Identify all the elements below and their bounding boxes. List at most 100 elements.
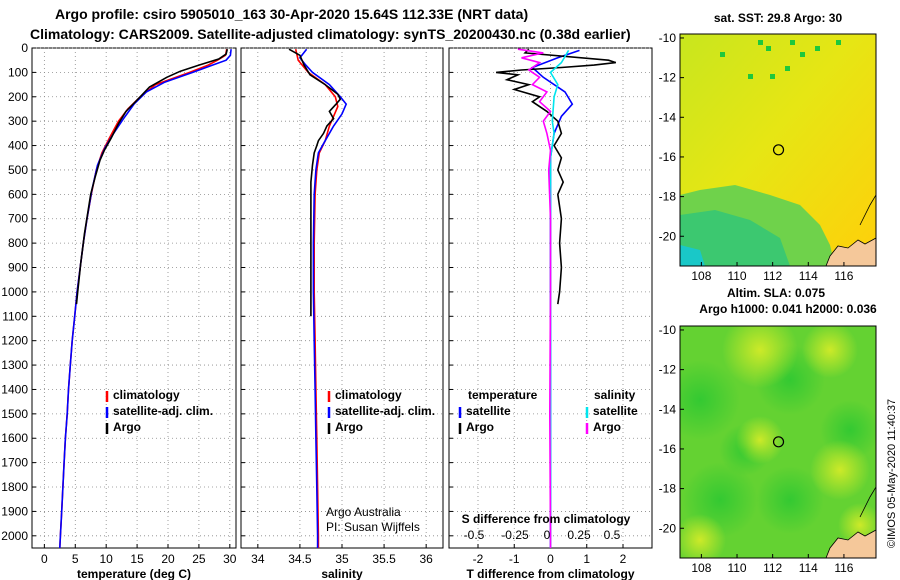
- sla-high-blob: [736, 416, 784, 464]
- diff-s-tick-label: -0.5: [464, 528, 485, 542]
- x-axis-label-salinity: salinity: [321, 567, 363, 580]
- sla-field: [680, 326, 876, 558]
- sst-pixel: [815, 46, 820, 51]
- diff-legend-title-temperature: temperature: [468, 388, 538, 402]
- legend-label-temperature: climatology: [113, 388, 180, 402]
- map-y-tick-label-sla-map: -10: [659, 323, 677, 337]
- map-y-tick-label-sst-map: -20: [659, 229, 677, 243]
- sla-high-blob: [810, 440, 870, 500]
- salinity-annotation: PI: Susan Wijffels: [326, 520, 420, 534]
- depth-tick-label: 1200: [1, 334, 28, 348]
- depth-tick-label: 1300: [1, 358, 28, 372]
- series-line-difference-t-argo: [496, 48, 617, 305]
- legend-label-salinity: Argo: [335, 420, 363, 434]
- legend-label-salinity: satellite-adj. clim.: [335, 404, 435, 418]
- x-tick-label-difference: 0: [547, 552, 554, 566]
- depth-tick-label: 200: [8, 90, 28, 104]
- sla-map-subtitle: Argo h1000: 0.041 h2000: 0.036: [699, 302, 877, 316]
- diff-s-tick-label: 0.5: [604, 528, 621, 542]
- legend-label-salinity: climatology: [335, 388, 402, 402]
- map-y-tick-label-sst-map: -18: [659, 190, 677, 204]
- x-tick-label-salinity: 34: [251, 552, 265, 566]
- legend-label-temperature: Argo: [113, 420, 141, 434]
- salinity-annotation: Argo Australia: [326, 505, 401, 519]
- series-line-temperature-climatology: [59, 49, 228, 549]
- x-tick-label-difference: -2: [473, 552, 484, 566]
- sla-map-title: Altim. SLA: 0.075: [727, 286, 825, 300]
- map-frame-sla-map: [679, 325, 877, 559]
- map-x-tick-label-sst-map: 110: [727, 269, 746, 283]
- sst-pixel: [766, 46, 771, 51]
- x-tick-label-salinity: 36: [419, 552, 433, 566]
- legend-label-diff-temperature: Argo: [466, 420, 494, 434]
- sst-cooler-region: [680, 210, 790, 266]
- map-y-tick-label-sst-map: -14: [659, 110, 677, 124]
- map-x-tick-label-sla-map: 114: [799, 561, 818, 575]
- sst-pixel: [720, 52, 725, 57]
- depth-tick-label: 2000: [1, 529, 28, 543]
- map-x-tick-label-sst-map: 112: [763, 269, 782, 283]
- depth-tick-label: 300: [8, 114, 28, 128]
- land-australia: [825, 529, 876, 558]
- depth-tick-label: 400: [8, 139, 28, 153]
- x-tick-label-temperature: 25: [192, 552, 206, 566]
- x-tick-label-salinity: 35: [335, 552, 349, 566]
- depth-tick-label: 1500: [1, 407, 28, 421]
- depth-tick-label: 1700: [1, 456, 28, 470]
- legend-label-diff-salinity: Argo: [593, 420, 621, 434]
- diff-s-tick-label: 0.25: [567, 528, 591, 542]
- depth-tick-label: 700: [8, 212, 28, 226]
- sst-pixel: [770, 74, 775, 79]
- map-x-tick-label-sla-map: 112: [763, 561, 782, 575]
- map-sst-map: [679, 33, 877, 267]
- depth-tick-label: 1400: [1, 382, 28, 396]
- panel-frame-temperature: [31, 47, 237, 549]
- sst-pixel: [800, 52, 805, 57]
- x-axis-label-temperature: temperature (deg C): [77, 567, 191, 580]
- series-line-difference-t-satellite: [530, 49, 580, 548]
- depth-tick-label: 100: [8, 65, 28, 79]
- map-sla-map: [679, 325, 877, 559]
- sst-pixel: [836, 40, 841, 45]
- series-line-salinity-argo: [288, 48, 342, 317]
- depth-tick-label: 1800: [1, 480, 28, 494]
- depth-tick-label: 1100: [2, 309, 28, 323]
- legend-label-diff-salinity: satellite: [593, 404, 638, 418]
- map-y-tick-label-sla-map: -20: [659, 521, 677, 535]
- sst-pixel: [748, 74, 753, 79]
- depth-tick-label: 500: [8, 163, 28, 177]
- x-tick-label-salinity: 35.5: [372, 552, 396, 566]
- x-axis-label-difference: T difference from climatology: [466, 567, 634, 580]
- legend-label-temperature: satellite-adj. clim.: [113, 404, 213, 418]
- x-tick-label-salinity: 34.5: [288, 552, 312, 566]
- coastline-contour: [859, 486, 876, 518]
- map-x-tick-label-sla-map: 110: [727, 561, 746, 575]
- map-x-tick-label-sla-map: 108: [691, 561, 711, 575]
- sst-pixel: [790, 40, 795, 45]
- map-y-tick-label-sst-map: -16: [659, 150, 677, 164]
- x-tick-label-difference: 1: [583, 552, 590, 566]
- map-y-tick-label-sla-map: -12: [659, 363, 677, 377]
- map-y-tick-label-sla-map: -14: [659, 402, 677, 416]
- sla-low-blob: [756, 466, 824, 534]
- series-line-temperature-satellite-adj-clim-: [59, 49, 232, 549]
- diff-s-tick-label: 0: [544, 528, 551, 542]
- coastline-contour: [859, 194, 876, 226]
- depth-tick-label: 800: [8, 236, 28, 250]
- sla-high-blob: [722, 326, 798, 388]
- x-tick-label-temperature: 10: [100, 552, 114, 566]
- figure-title-line2: Climatology: CARS2009. Satellite-adjuste…: [30, 26, 631, 42]
- depth-tick-label: 1000: [1, 285, 28, 299]
- map-y-tick-label-sla-map: -16: [659, 442, 677, 456]
- map-y-tick-label-sst-map: -12: [659, 71, 677, 85]
- diff-s-tick-label: -0.25: [501, 528, 529, 542]
- sst-pixel: [758, 40, 763, 45]
- sst-coolest-region: [680, 245, 705, 266]
- x-tick-label-difference: -1: [509, 552, 520, 566]
- figure-title-line1: Argo profile: csiro 5905010_163 30-Apr-2…: [55, 6, 529, 22]
- depth-tick-label: 900: [8, 261, 28, 275]
- series-line-temperature-argo: [75, 49, 229, 305]
- x-tick-label-temperature: 5: [72, 552, 79, 566]
- x-tick-label-temperature: 15: [130, 552, 144, 566]
